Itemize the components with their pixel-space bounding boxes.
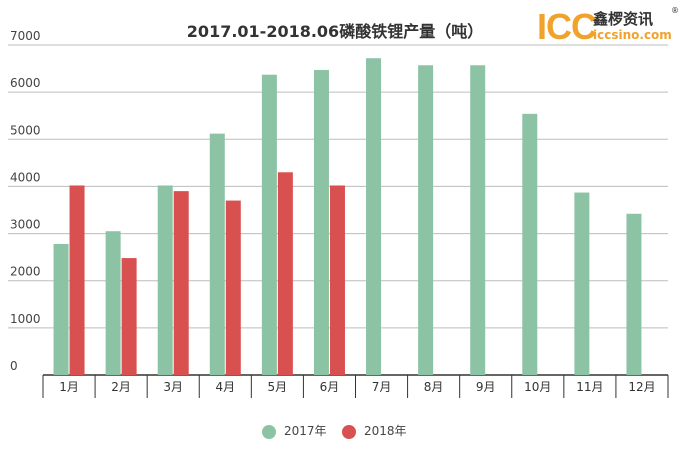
logo-url: iccsino.com [593, 28, 672, 42]
legend-item-2017: 2017年 [262, 422, 327, 439]
x-tick-label: 7月 [372, 380, 392, 394]
x-tick-label: 10月 [524, 380, 551, 394]
x-tick-label: 12月 [628, 380, 655, 394]
x-tick-label: 1月 [59, 380, 79, 394]
bar-2018年-1月 [69, 185, 85, 375]
bar-2018年-3月 [173, 191, 189, 375]
y-tick-label: 4000 [10, 170, 41, 184]
x-tick-label: 5月 [268, 380, 288, 394]
bar-2017年-9月 [470, 65, 486, 376]
x-tick-label: 4月 [215, 380, 235, 394]
legend-label-2018: 2018年 [364, 424, 407, 438]
y-tick-label: 7000 [10, 29, 41, 43]
y-tick-label: 6000 [10, 76, 41, 90]
bar-2017年-5月 [261, 74, 277, 375]
x-tick-label: 3月 [163, 380, 183, 394]
x-tick-label: 9月 [476, 380, 496, 394]
x-tick-label: 6月 [320, 380, 340, 394]
y-tick-label: 2000 [10, 265, 41, 279]
x-tick-label: 2月 [111, 380, 131, 394]
bar-2018年-2月 [121, 258, 137, 375]
legend-swatch-2018 [342, 424, 356, 439]
legend-label-2017: 2017年 [284, 424, 327, 438]
bar-2017年-10月 [522, 113, 538, 375]
bar-2018年-5月 [277, 172, 293, 375]
legend-swatch-2017 [262, 424, 276, 439]
chart-title: 2017.01-2018.06磷酸铁锂产量（吨） [186, 22, 484, 41]
bar-2018年-4月 [225, 200, 241, 375]
y-tick-label: 1000 [10, 312, 41, 326]
y-tick-label: 0 [10, 359, 18, 373]
logo-name: 鑫椤资讯 [593, 10, 654, 28]
bar-2017年-11月 [574, 192, 590, 375]
bar-2017年-4月 [209, 133, 225, 375]
logo-mark: ICC [537, 6, 597, 47]
bar-2017年-2月 [105, 231, 121, 375]
y-tick-label: 3000 [10, 218, 41, 232]
x-tick-label: 11月 [576, 380, 603, 394]
logo-registered-mark: ® [671, 6, 679, 15]
legend-item-2018: 2018年 [342, 422, 407, 439]
bar-2017年-7月 [366, 58, 382, 375]
bar-2017年-6月 [313, 69, 329, 375]
bar-2018年-6月 [329, 185, 345, 375]
brand-logo: ICC 鑫椤资讯 iccsino.com ® [537, 6, 682, 47]
bar-2017年-12月 [626, 213, 642, 375]
bar-2017年-3月 [157, 185, 173, 375]
bar-2017年-8月 [418, 65, 434, 376]
bar-2017年-1月 [53, 243, 69, 375]
x-tick-label: 8月 [424, 380, 444, 394]
y-tick-label: 5000 [10, 123, 41, 137]
